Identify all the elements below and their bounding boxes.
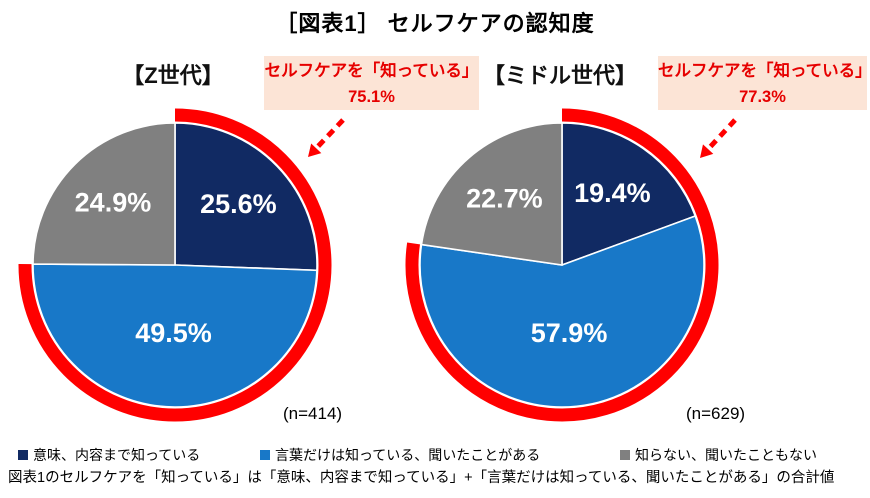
- chart-z-callout-value: 75.1%: [348, 87, 395, 106]
- chart-z-callout-text: セルフケアを「知っている」: [264, 62, 479, 80]
- legend-swatch-navy: [18, 450, 28, 460]
- slice-value-label: 49.5%: [135, 318, 212, 348]
- callout-arrow-head: [700, 144, 714, 158]
- pie-slice: [174, 122, 318, 272]
- highlight-arc: [405, 108, 719, 422]
- chart-z-sample-size: (n=414): [283, 404, 343, 423]
- pie-slice: [561, 122, 697, 267]
- slice-value-label: 25.6%: [200, 189, 277, 219]
- legend-swatch-blue: [260, 450, 270, 460]
- pie-slice: [419, 215, 705, 408]
- callout-arrow-line: [706, 118, 737, 151]
- figure-title: ［図表1］ セルフケアの認知度: [275, 11, 595, 36]
- legend-label: 意味、内容まで知っている: [33, 447, 201, 463]
- chart-middle-callout: セルフケアを「知っている」 77.3%: [658, 56, 870, 110]
- slice-value-label: 22.7%: [466, 183, 543, 213]
- highlight-arc: [18, 108, 332, 422]
- chart-z-group-label: 【Z世代】: [122, 63, 224, 88]
- chart-middle-callout-value: 77.3%: [739, 87, 786, 106]
- legend-item-know-meaning: 意味、内容まで知っている: [18, 445, 200, 465]
- legend-item-dont-know: 知らない、聞いたこともない: [620, 445, 817, 465]
- pie-slice: [32, 263, 318, 408]
- pie-slice: [32, 122, 176, 266]
- legend-item-heard-only: 言葉だけは知っている、聞いたことがある: [260, 445, 540, 465]
- legend-swatch-gray: [620, 450, 630, 460]
- pie-chart-middle: 19.4% 57.9% 22.7%: [405, 108, 737, 422]
- pie-chart-z: 25.6% 49.5% 24.9%: [18, 108, 345, 422]
- legend-label: 知らない、聞いたこともない: [635, 447, 817, 463]
- slice-value-label: 19.4%: [574, 178, 651, 208]
- pie-slice: [420, 122, 563, 266]
- slice-value-label: 57.9%: [531, 318, 608, 348]
- slice-value-label: 24.9%: [75, 188, 152, 218]
- chart-z-callout: セルフケアを「知っている」 75.1%: [264, 56, 479, 110]
- callout-arrow-line: [314, 118, 345, 151]
- chart-middle-sample-size: (n=629): [686, 404, 746, 423]
- chart-middle-callout-text: セルフケアを「知っている」: [658, 62, 870, 80]
- footnote: 図表1のセルフケアを「知っている」は「意味、内容まで知っている」+「言葉だけは知…: [8, 470, 835, 486]
- callout-arrow-head: [308, 143, 322, 157]
- legend-label: 言葉だけは知っている、聞いたことがある: [275, 447, 541, 463]
- chart-middle-group-label: 【ミドル世代】: [482, 63, 637, 88]
